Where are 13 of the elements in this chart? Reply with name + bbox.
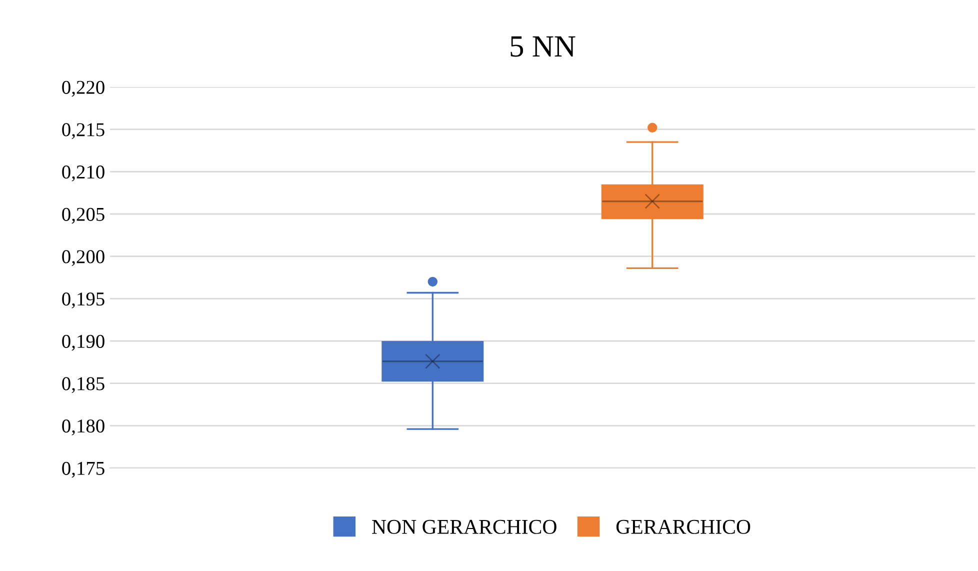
y-tick-label: 0,200 (62, 250, 104, 266)
chart-title: 5 NN (510, 36, 576, 57)
y-tick-label: 0,175 (62, 462, 104, 478)
y-tick-label: 0,210 (62, 165, 104, 182)
y-tick-label: 0,205 (62, 208, 104, 224)
y-tick-label: 0,185 (62, 377, 104, 394)
y-tick-label: 0,220 (62, 80, 104, 97)
y-tick-label: 0,180 (62, 419, 104, 436)
y-tick-label: 0,215 (62, 123, 104, 140)
legend-label: GERARCHICO (616, 520, 750, 534)
y-tick-label: 0,190 (62, 334, 104, 351)
y-tick-label: 0,195 (62, 292, 104, 308)
legend-label: NON GERARCHICO (372, 520, 556, 534)
